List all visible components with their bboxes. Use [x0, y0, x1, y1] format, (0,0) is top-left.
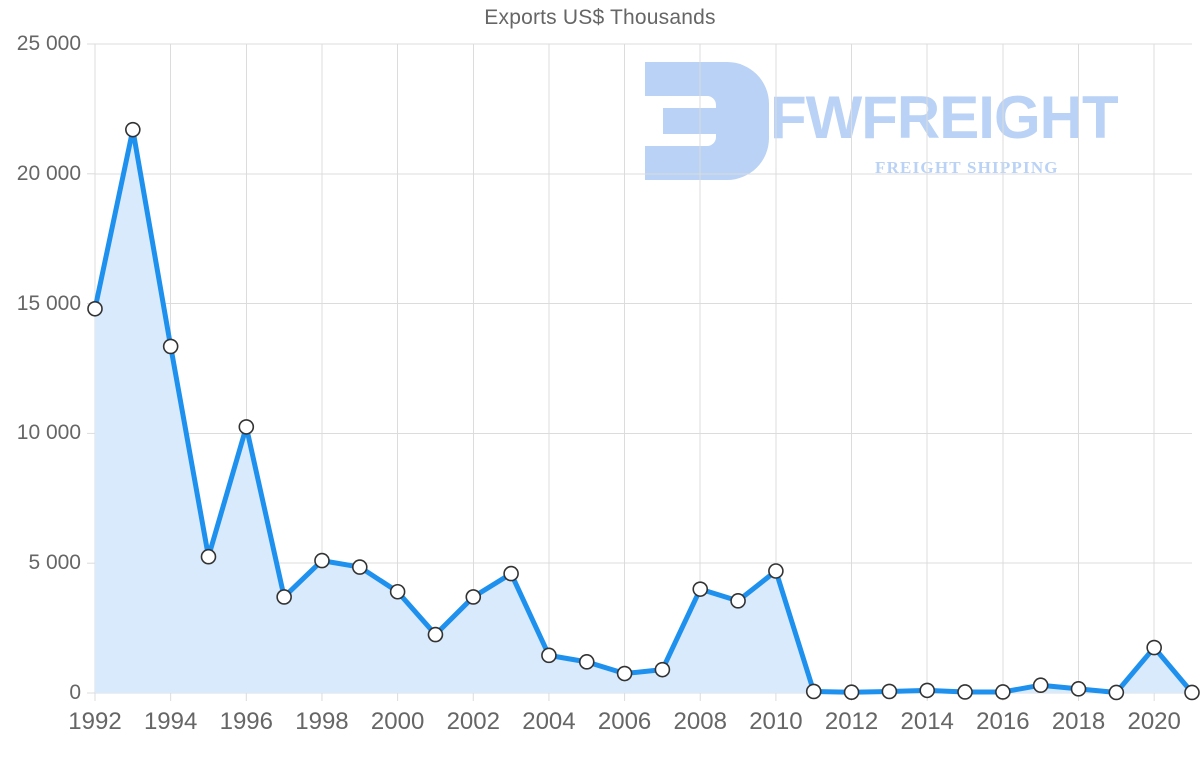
x-axis-tick-label: 2004	[522, 708, 576, 735]
x-axis-tick-label: 2014	[900, 708, 954, 735]
x-axis-tick-label: 1996	[219, 708, 273, 735]
x-axis-tick-label: 2006	[597, 708, 652, 735]
x-axis-tick-label: 2018	[1051, 708, 1106, 735]
y-axis-tick-label: 0	[69, 681, 81, 704]
x-axis-tick-label: 2020	[1127, 708, 1181, 735]
area-fill	[95, 129, 1192, 694]
x-axis-tick-label: 1992	[68, 708, 122, 735]
y-axis-tick-label: 10 000	[16, 421, 81, 445]
x-axis-tick-label: 2000	[370, 708, 425, 735]
y-axis-tick-label: 25 000	[16, 32, 81, 55]
y-axis-tick-label: 15 000	[16, 291, 81, 315]
x-axis-tick-label: 2008	[673, 708, 727, 735]
chart-title: Exports US$ Thousands	[484, 6, 716, 29]
x-axis-tick-label: 2010	[749, 708, 803, 735]
x-axis-tick-label: 2002	[446, 708, 500, 735]
x-axis-tick-label: 1994	[143, 708, 198, 735]
x-axis-tick-label: 1998	[295, 708, 349, 735]
data-markers	[87, 121, 1200, 701]
y-axis-tick-label: 5 000	[28, 551, 81, 575]
x-axis-tick-label: 2016	[976, 708, 1030, 735]
x-axis-tick-label: 2012	[824, 708, 879, 735]
y-axis-tick-label: 20 000	[16, 161, 81, 185]
